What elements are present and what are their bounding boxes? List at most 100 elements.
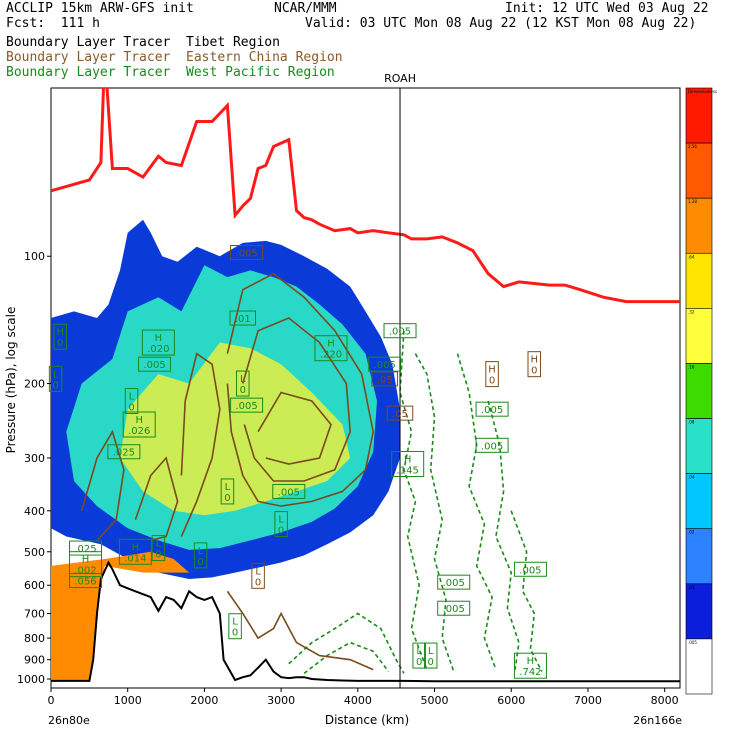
china-contour (180, 352, 221, 537)
contour-label: .220 (320, 350, 342, 361)
colorbar-swatch (685, 308, 713, 364)
contour-label: L (232, 617, 238, 628)
tropopause-line (51, 88, 680, 304)
header-init: Init: 12 UTC Wed 03 Aug 22 (505, 1, 709, 16)
contour-label: H (527, 656, 535, 667)
header-model: ACCLIP 15km ARW-GFS init (6, 1, 194, 16)
contour-label-box (475, 401, 509, 417)
contour-label: 0 (255, 577, 261, 588)
header-fcst: Fcst: 111 h (6, 16, 100, 31)
x-tick-label: 6000 (497, 694, 525, 707)
legend-china: Boundary Layer Tracer Eastern China Regi… (6, 50, 343, 65)
contour-label: .002 (74, 566, 96, 577)
contour-label: .05 (392, 409, 408, 420)
contour-label: L (416, 646, 422, 657)
contour-label: .025 (74, 544, 96, 555)
contour-label-box (69, 573, 103, 589)
y-tick-label: 100 (24, 250, 45, 263)
china-contour (226, 590, 374, 671)
contour-label-box (229, 310, 257, 326)
terrain-line (51, 560, 680, 683)
colorbar-swatch (685, 583, 713, 640)
contour-label: 0 (52, 380, 58, 391)
contour-label-box (274, 511, 288, 538)
contour-label: .056 (74, 577, 96, 588)
legend-pacific: Boundary Layer Tracer West Pacific Regio… (6, 65, 335, 80)
contour-label: L (278, 515, 284, 526)
contour-label: .005 (235, 249, 257, 260)
contour-label-box (69, 540, 103, 556)
contour-label: .014 (124, 553, 146, 564)
colorbar-level: .02 (688, 530, 695, 535)
colorbar-level: .04 (688, 475, 695, 480)
contour-label-box (230, 245, 264, 261)
contour-label: L (53, 369, 59, 380)
colorbar-level: .64 (688, 254, 695, 259)
pacific-contour (456, 353, 497, 670)
contour-label: .145 (397, 465, 419, 476)
contour-label-box (228, 613, 242, 640)
contour-label: 0 (224, 493, 230, 504)
contour-label-box (151, 535, 166, 562)
pacific-contour (288, 612, 405, 674)
colorbar-swatch (685, 418, 713, 474)
header-center: NCAR/MMM (274, 1, 337, 16)
boundary-fill (51, 551, 190, 681)
colorbar-swatch (685, 638, 713, 695)
colorbar-level: .08 (688, 420, 695, 425)
contour-label: .005 (278, 487, 300, 498)
contour-label: H (132, 542, 140, 553)
contour-label: L (255, 566, 261, 577)
contour-label: 0 (428, 657, 434, 668)
right-end-label: 26n166e (633, 714, 682, 727)
contour-label-box (368, 356, 402, 372)
contour-label: .026 (128, 426, 150, 437)
contour-label-box (107, 444, 141, 460)
pacific-contour (399, 330, 428, 670)
x-tick-label: 7000 (574, 694, 602, 707)
contour-label-box (230, 397, 264, 413)
x-tick-label: 2000 (190, 694, 218, 707)
contour-label-box (193, 542, 208, 569)
china-contour (226, 272, 375, 507)
legend-tibet: Boundary Layer Tracer Tibet Region (6, 35, 280, 50)
contour-label: H (82, 555, 90, 566)
colorbar-swatch (685, 87, 713, 144)
contour-label-box (513, 561, 547, 577)
contour-label: .05 (377, 375, 393, 386)
colorbar-swatch (685, 528, 713, 585)
contour-label: 0 (197, 557, 203, 568)
contour-label-box (513, 652, 547, 679)
contour-label: H (488, 365, 496, 376)
contour-label: .005 (374, 360, 396, 371)
x-tick-label: 0 (48, 694, 55, 707)
contour-label: 0 (278, 526, 284, 537)
contour-label-box (53, 323, 67, 350)
contour-label-box (485, 361, 499, 388)
contour-label: L (156, 539, 162, 550)
contour-label-box (437, 574, 471, 590)
contour-label: .005 (143, 360, 165, 371)
header-valid: Valid: 03 UTC Mon 08 Aug 22 (12 KST Mon … (305, 16, 697, 31)
x-tick-label: 3000 (267, 694, 295, 707)
contour-label-box (383, 323, 417, 339)
x-tick-label: 8000 (651, 694, 679, 707)
contour-label: H (155, 333, 163, 344)
contour-label: H (404, 454, 412, 465)
contour-label: 0 (416, 657, 422, 668)
left-end-label: 26n80e (48, 714, 90, 727)
contour-label-box (141, 329, 175, 356)
contour-label: L (240, 374, 246, 385)
x-tick-label: 5000 (421, 694, 449, 707)
contour-label: .005 (235, 401, 257, 412)
contour-label-box (48, 365, 63, 392)
contour-label-box (236, 370, 250, 397)
contour-label: 0 (155, 550, 161, 561)
china-contour (257, 391, 332, 465)
china-contour (242, 317, 352, 482)
contour-label-box (371, 371, 398, 387)
contour-label-box (386, 405, 414, 421)
contour-label-box (423, 642, 438, 669)
colorbar-level: .16 (688, 364, 695, 369)
